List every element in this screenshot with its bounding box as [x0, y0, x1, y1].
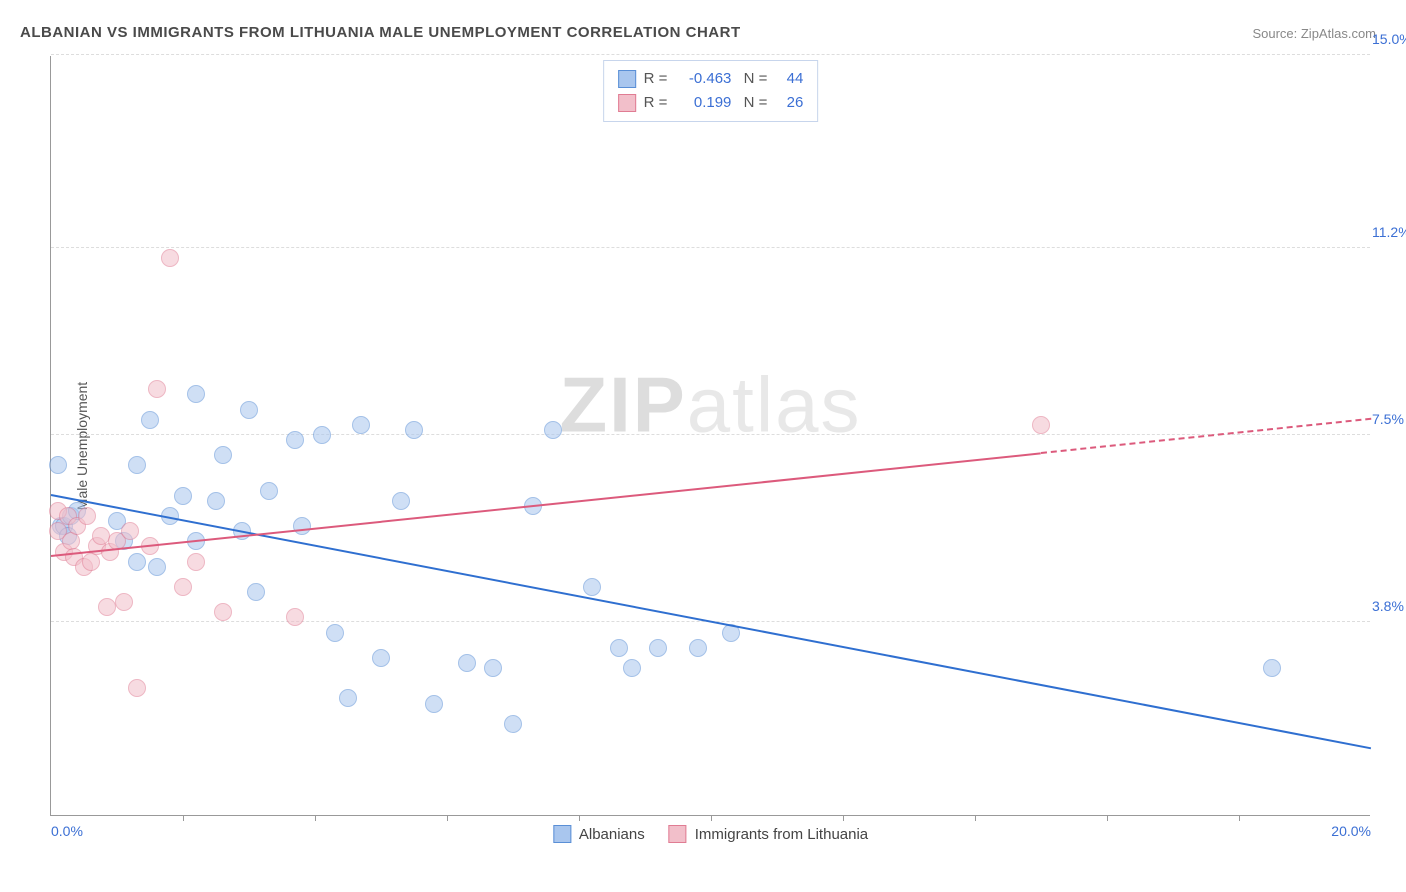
data-point-albanians — [689, 639, 707, 657]
legend-label: Immigrants from Lithuania — [695, 826, 868, 843]
chart-title: ALBANIAN VS IMMIGRANTS FROM LITHUANIA MA… — [20, 24, 741, 41]
series-legend: Albanians Immigrants from Lithuania — [553, 825, 868, 843]
x-tick — [579, 815, 580, 821]
data-point-albanians — [207, 492, 225, 510]
legend-n-label: N = — [739, 67, 767, 91]
data-point-lithuania — [115, 593, 133, 611]
data-point-albanians — [544, 421, 562, 439]
data-point-albanians — [405, 421, 423, 439]
legend-item-lithuania: Immigrants from Lithuania — [669, 825, 868, 843]
data-point-albanians — [649, 639, 667, 657]
data-point-albanians — [293, 517, 311, 535]
data-point-lithuania — [187, 553, 205, 571]
data-point-albanians — [214, 446, 232, 464]
data-point-albanians — [187, 385, 205, 403]
legend-r-label: R = — [644, 67, 668, 91]
x-tick — [315, 815, 316, 821]
legend-label: Albanians — [579, 826, 645, 843]
data-point-albanians — [247, 583, 265, 601]
gridline — [51, 434, 1370, 435]
data-point-albanians — [128, 553, 146, 571]
data-point-albanians — [141, 411, 159, 429]
y-tick-label: 15.0% — [1372, 31, 1406, 47]
data-point-albanians — [128, 456, 146, 474]
data-point-albanians — [260, 482, 278, 500]
data-point-albanians — [240, 401, 258, 419]
data-point-albanians — [504, 715, 522, 733]
data-point-lithuania — [174, 578, 192, 596]
x-tick — [843, 815, 844, 821]
legend-item-albanians: Albanians — [553, 825, 645, 843]
y-tick-label: 3.8% — [1372, 598, 1406, 614]
data-point-albanians — [484, 659, 502, 677]
x-tick — [183, 815, 184, 821]
legend-n-value: 26 — [775, 91, 803, 115]
x-tick — [711, 815, 712, 821]
legend-r-label: R = — [644, 91, 668, 115]
x-tick — [1239, 815, 1240, 821]
legend-n-label: N = — [739, 91, 767, 115]
data-point-albanians — [425, 695, 443, 713]
source-attribution: Source: ZipAtlas.com — [1252, 26, 1376, 41]
gridline — [51, 247, 1370, 248]
data-point-lithuania — [128, 679, 146, 697]
scatter-plot: ZIPatlas R =-0.463 N =44R =0.199 N =26 A… — [50, 56, 1370, 816]
data-point-albanians — [148, 558, 166, 576]
data-point-albanians — [313, 426, 331, 444]
data-point-albanians — [610, 639, 628, 657]
data-point-albanians — [1263, 659, 1281, 677]
legend-swatch — [669, 825, 687, 843]
data-point-albanians — [372, 649, 390, 667]
data-point-lithuania — [98, 598, 116, 616]
data-point-albanians — [352, 416, 370, 434]
legend-row-lithuania: R = 0.199 N = 26 — [618, 91, 804, 115]
x-tick — [1107, 815, 1108, 821]
trend-line — [1041, 418, 1371, 454]
legend-r-value: 0.199 — [675, 91, 731, 115]
data-point-albanians — [339, 689, 357, 707]
data-point-albanians — [286, 431, 304, 449]
gridline — [51, 54, 1370, 55]
data-point-lithuania — [214, 603, 232, 621]
legend-swatch — [618, 94, 636, 112]
x-tick — [975, 815, 976, 821]
data-point-lithuania — [78, 507, 96, 525]
data-point-lithuania — [286, 608, 304, 626]
data-point-lithuania — [161, 249, 179, 267]
data-point-albanians — [49, 456, 67, 474]
x-tick-label: 0.0% — [51, 823, 83, 839]
data-point-albanians — [458, 654, 476, 672]
trend-line — [51, 452, 1041, 557]
y-tick-label: 7.5% — [1372, 411, 1406, 427]
legend-swatch — [618, 70, 636, 88]
x-tick-label: 20.0% — [1331, 823, 1371, 839]
data-point-albanians — [392, 492, 410, 510]
watermark-zip: ZIP — [559, 361, 686, 449]
legend-swatch — [553, 825, 571, 843]
data-point-albanians — [326, 624, 344, 642]
watermark-text: ZIPatlas — [559, 360, 861, 451]
data-point-albanians — [174, 487, 192, 505]
legend-row-albanians: R = -0.463 N = 44 — [618, 67, 804, 91]
data-point-albanians — [583, 578, 601, 596]
data-point-lithuania — [1032, 416, 1050, 434]
legend-r-value: -0.463 — [675, 67, 731, 91]
data-point-lithuania — [121, 522, 139, 540]
data-point-lithuania — [148, 380, 166, 398]
data-point-albanians — [623, 659, 641, 677]
watermark-atlas: atlas — [687, 361, 862, 449]
x-tick — [447, 815, 448, 821]
legend-n-value: 44 — [775, 67, 803, 91]
y-tick-label: 11.2% — [1372, 224, 1406, 240]
correlation-legend-box: R = -0.463 N = 44 R = 0.199 N = 26 — [603, 60, 819, 122]
